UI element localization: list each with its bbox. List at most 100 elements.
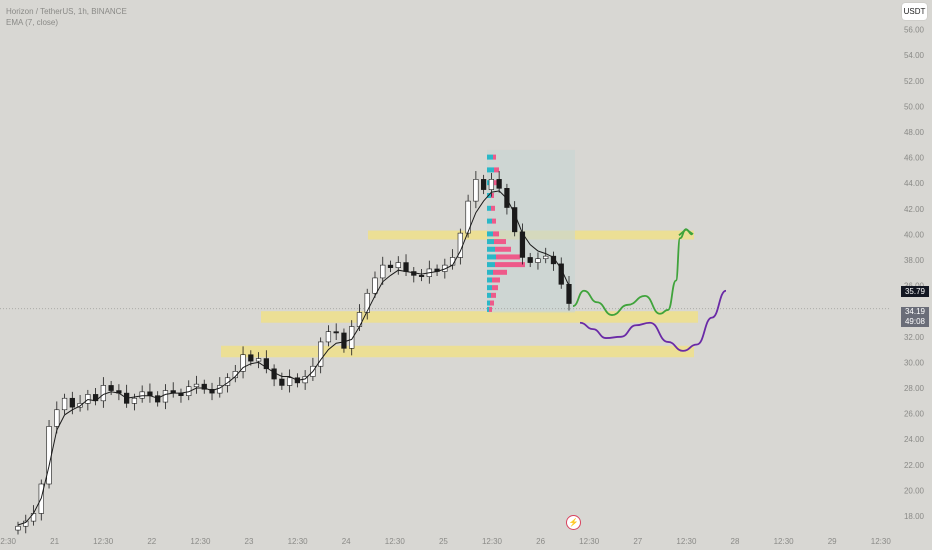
profile-bar-up: [487, 205, 491, 211]
candle-body: [193, 383, 200, 388]
candle-body: [535, 258, 541, 263]
candle-body: [15, 525, 21, 531]
profile-bar-down: [494, 239, 506, 245]
profile-bar-down: [495, 262, 525, 268]
profile-bar-down: [494, 167, 499, 173]
x-tick-label: 22: [147, 537, 156, 546]
profile-bar-down: [492, 285, 498, 291]
currency-button[interactable]: USDT: [902, 3, 927, 20]
last-price-tag: 35.79: [901, 286, 929, 297]
range-box: [487, 149, 575, 313]
profile-bar-up: [487, 262, 495, 268]
x-tick-label: 27: [633, 537, 642, 546]
profile-bar-down: [493, 154, 496, 160]
y-tick-label: 20.00: [904, 486, 925, 495]
y-tick-label: 52.00: [904, 77, 925, 86]
y-tick-label: 56.00: [904, 26, 925, 35]
candle-body: [108, 385, 114, 391]
candle-body: [364, 292, 370, 313]
x-tick-label: 12:30: [385, 537, 406, 546]
y-tick-label: 46.00: [904, 154, 925, 163]
candle-body: [155, 395, 161, 403]
x-tick-label: 24: [342, 537, 351, 546]
y-tick-label: 26.00: [904, 410, 925, 419]
y-tick-label: 28.00: [904, 384, 925, 393]
candle-body: [248, 354, 254, 362]
profile-bar-up: [487, 239, 494, 245]
candle-body: [566, 284, 572, 304]
y-tick-label: 30.00: [904, 358, 925, 367]
candle-body: [201, 383, 207, 390]
candle-body: [263, 358, 269, 370]
x-tick-label: 21: [50, 537, 59, 546]
candle-body: [481, 179, 487, 190]
profile-bar-down: [493, 231, 499, 237]
profile-bar-up: [487, 300, 490, 306]
x-tick-label: 29: [828, 537, 837, 546]
x-tick-label: 12:30: [0, 537, 17, 546]
profile-bar-down: [489, 306, 492, 312]
x-tick-label: 12:30: [482, 537, 503, 546]
profile-bar-up: [487, 231, 493, 237]
candle-body: [418, 275, 425, 277]
zone-rect: [221, 345, 694, 358]
candle-body: [240, 354, 246, 372]
profile-bar-down: [491, 292, 496, 298]
candle-body: [496, 179, 502, 189]
y-tick-label: 54.00: [904, 51, 925, 60]
symbol-title: Horizon / TetherUS, 1h, BINANCE: [6, 7, 127, 16]
x-tick-label: 12:30: [190, 537, 211, 546]
candle-body: [318, 341, 324, 367]
candle-body: [61, 397, 68, 411]
x-tick-label: 12:30: [579, 537, 600, 546]
y-tick-label: 40.00: [904, 230, 925, 239]
candle-body: [131, 397, 138, 404]
candle-body: [333, 331, 339, 334]
y-tick-label: 44.00: [904, 179, 925, 188]
x-tick-label: 23: [245, 537, 254, 546]
bullish-projection: [572, 228, 693, 316]
x-tick-label: 12:30: [676, 537, 697, 546]
candle-body: [527, 257, 533, 263]
profile-bar-up: [487, 246, 495, 252]
y-tick-label: 32.00: [904, 333, 925, 342]
current-price-value: 34.19: [904, 307, 926, 316]
profile-bar-down: [496, 254, 520, 260]
y-tick-label: 22.00: [904, 461, 925, 470]
profile-bar-up: [487, 269, 493, 275]
x-tick-label: 26: [536, 537, 545, 546]
x-tick-label: 25: [439, 537, 448, 546]
profile-bar-up: [487, 254, 496, 260]
candle-body: [380, 264, 386, 279]
indicator-label: EMA (7, close): [6, 18, 59, 27]
candle-body: [519, 231, 526, 258]
candle-body: [139, 391, 145, 399]
x-tick-label: 12:30: [871, 537, 892, 546]
bar-countdown: 49:08: [904, 317, 926, 326]
candle-body: [543, 255, 549, 260]
profile-bar-down: [492, 218, 496, 224]
lightning-icon[interactable]: ⚡: [566, 515, 581, 530]
current-price-tag: 34.19 49:08: [901, 307, 929, 327]
profile-bar-down: [495, 246, 511, 252]
candle-body: [465, 200, 471, 234]
profile-bar-up: [487, 285, 492, 291]
profile-bar-up: [487, 167, 494, 173]
y-tick-label: 18.00: [904, 512, 925, 521]
candle-body: [147, 391, 153, 396]
profile-bar-up: [487, 218, 492, 224]
candle-body: [341, 332, 347, 349]
x-tick-label: 28: [731, 537, 740, 546]
candle-body: [395, 262, 401, 268]
zone-rect: [261, 311, 698, 323]
candle-body: [403, 262, 409, 272]
y-tick-label: 42.00: [904, 205, 925, 214]
candle-body: [325, 331, 332, 343]
candle-body: [372, 277, 378, 294]
candle-body: [100, 385, 106, 402]
y-tick-label: 50.00: [904, 102, 925, 111]
candle-body: [387, 264, 394, 268]
x-tick-label: 12:30: [774, 537, 795, 546]
profile-bar-down: [492, 180, 498, 186]
